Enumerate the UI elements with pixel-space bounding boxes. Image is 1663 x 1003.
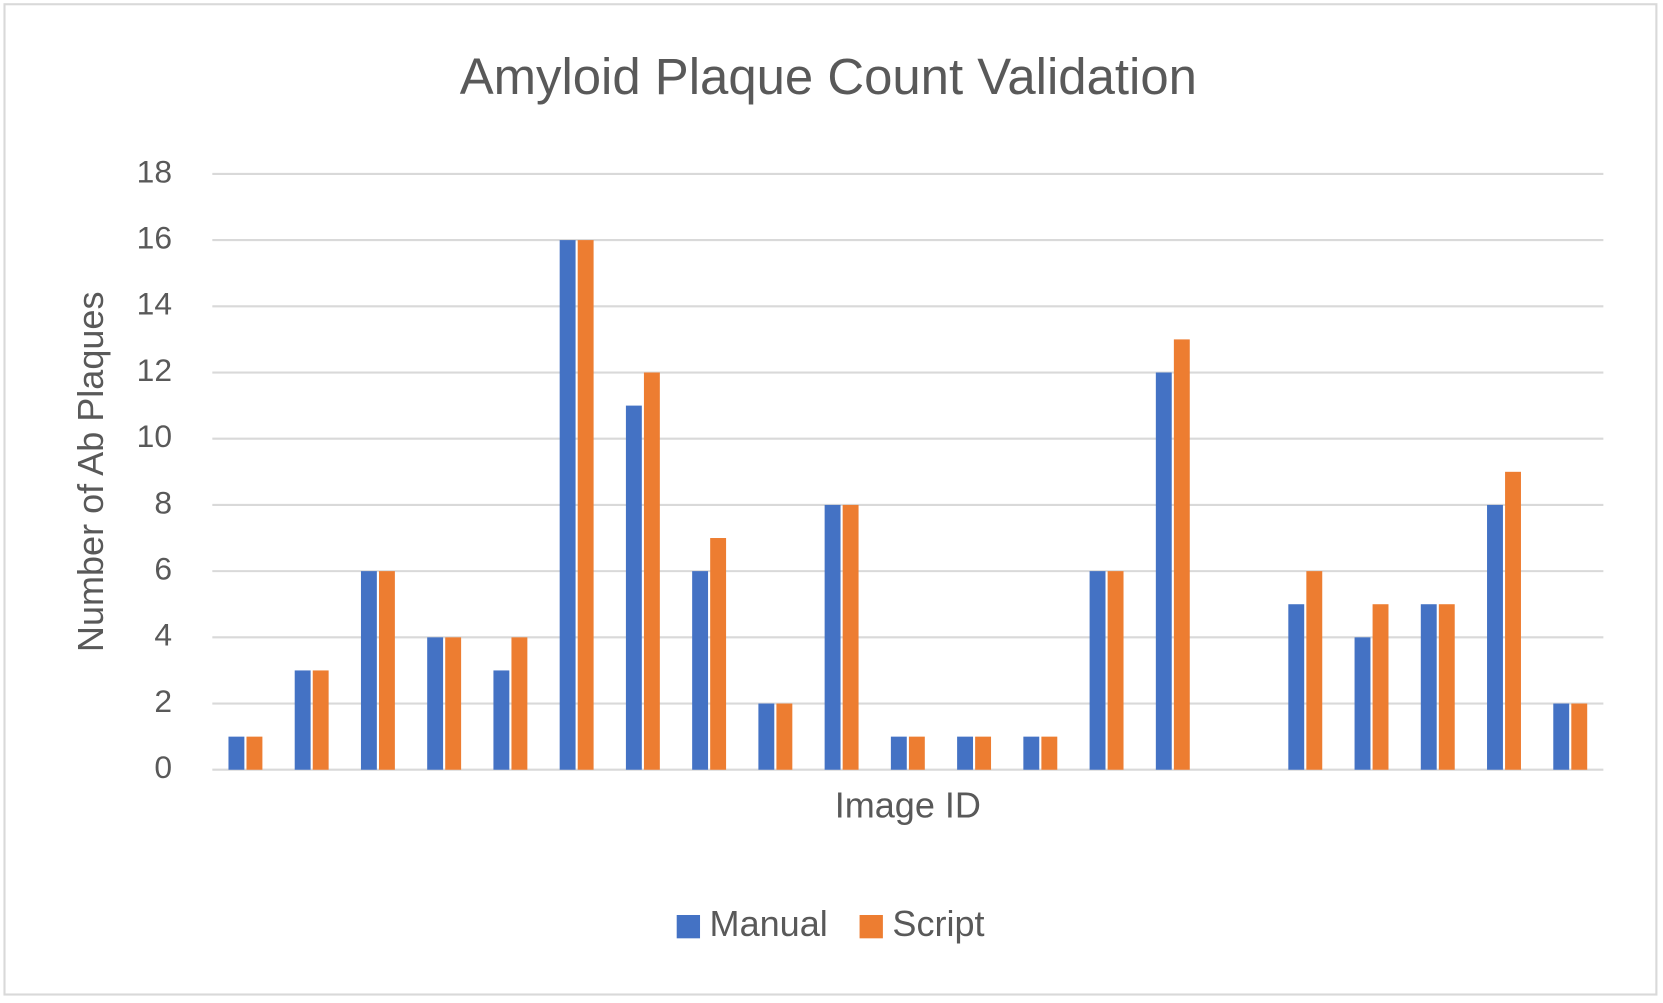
bar	[1306, 571, 1323, 770]
bar	[975, 736, 992, 770]
bar	[643, 372, 660, 770]
bar	[824, 504, 841, 770]
bar	[1571, 703, 1588, 770]
bar	[776, 703, 793, 770]
bar	[1107, 571, 1124, 770]
y-tick-label: 16	[137, 219, 172, 255]
legend-swatch	[859, 914, 883, 939]
bar	[312, 670, 329, 770]
bar	[246, 736, 263, 770]
bar	[1487, 504, 1503, 770]
bar	[1173, 339, 1190, 770]
bar	[1354, 637, 1371, 770]
bar	[378, 571, 395, 770]
x-axis-label: Image ID	[835, 784, 981, 825]
legend-label: Manual	[710, 903, 828, 944]
y-axis-label: Number of Ab Plaques	[70, 292, 111, 653]
bar	[692, 571, 709, 770]
bar	[1420, 604, 1437, 770]
bar	[559, 240, 576, 770]
chart-border	[3, 3, 1658, 996]
bar	[1553, 703, 1570, 770]
y-tick-label: 14	[137, 286, 172, 322]
legend-swatch	[676, 914, 701, 939]
bar	[493, 670, 510, 770]
bar	[1438, 604, 1455, 770]
bar	[1089, 571, 1106, 770]
bar	[758, 703, 775, 770]
bar	[1041, 736, 1058, 770]
bar	[890, 736, 907, 770]
bar	[577, 240, 594, 770]
bar	[427, 637, 444, 770]
bar	[1023, 736, 1040, 770]
bar	[957, 736, 974, 770]
bar	[710, 538, 727, 770]
bar	[625, 405, 642, 770]
chart-title: Amyloid Plaque Count Validation	[460, 48, 1197, 105]
bar	[511, 637, 528, 770]
y-tick-label: 12	[137, 352, 172, 388]
y-tick-label: 2	[154, 683, 172, 719]
bar	[842, 504, 859, 770]
bar	[445, 637, 462, 770]
y-tick-label: 0	[154, 749, 172, 785]
legend-label: Script	[892, 903, 984, 944]
y-tick-label: 18	[137, 153, 172, 189]
bar	[1155, 372, 1172, 770]
bar	[294, 670, 311, 770]
bar	[1372, 604, 1389, 770]
bar	[360, 571, 377, 770]
y-tick-label: 10	[137, 418, 172, 454]
y-tick-label: 4	[154, 617, 172, 653]
bar	[908, 736, 925, 770]
y-tick-label: 6	[154, 551, 172, 587]
y-tick-label: 8	[154, 484, 172, 520]
bar	[1505, 471, 1521, 770]
bar	[228, 736, 245, 770]
bar	[1288, 604, 1305, 770]
